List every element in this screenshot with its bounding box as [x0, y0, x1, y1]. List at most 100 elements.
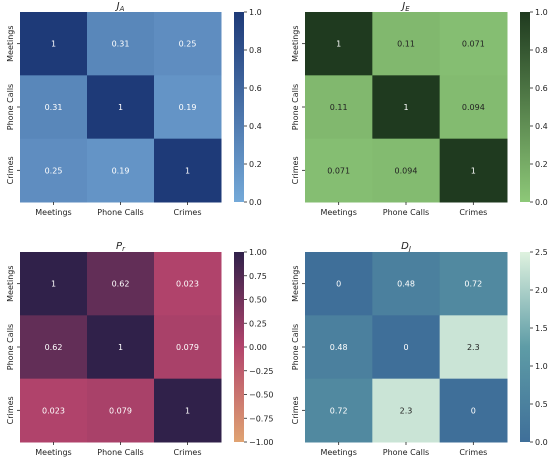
y-tick-label: Phone Calls [291, 324, 300, 370]
cell-value-label: 0.071 [462, 40, 485, 49]
colorbar [234, 12, 244, 202]
heatmap-cell [20, 315, 88, 380]
heatmap-cell [372, 12, 441, 76]
colorbar-tick-label: 0.2 [535, 160, 548, 169]
heatmap-cell [305, 12, 373, 76]
heatmap-cell [305, 252, 373, 316]
heatmap-cell [305, 138, 373, 203]
cell-value-label: 0.023 [42, 406, 65, 415]
cell-value-label: 0.079 [109, 406, 132, 415]
colorbar-tick-label: −1.00 [249, 438, 274, 447]
x-tick-label: Meetings [35, 208, 71, 217]
colorbar [520, 252, 530, 442]
colorbar-tick-label: −0.75 [249, 414, 274, 423]
y-tick-label: Crimes [6, 396, 15, 424]
heatmap-cell [372, 378, 441, 443]
heatmap-cell [154, 252, 222, 316]
colorbar-tick-label: 0.0 [535, 438, 548, 447]
heatmap-cell [20, 12, 88, 76]
cell-value-label: 0.72 [330, 406, 348, 415]
panel-title: Pr [116, 241, 126, 253]
cell-value-label: 0.19 [179, 103, 197, 112]
heatmap-cell [87, 252, 155, 316]
heatmap-cell [87, 75, 155, 140]
heatmap-cell [305, 315, 373, 380]
x-tick-label: Meetings [320, 448, 356, 457]
cell-value-label: 0.25 [45, 166, 63, 175]
colorbar-tick-label: 0.00 [249, 343, 267, 352]
cell-value-label: 0.31 [45, 103, 63, 112]
cell-value-label: 0.19 [112, 166, 130, 175]
cell-value-label: 0.079 [176, 343, 199, 352]
colorbar-tick-label: 0.4 [249, 122, 262, 131]
y-tick-label: Meetings [291, 25, 300, 61]
cell-value-label: 0.62 [45, 343, 63, 352]
colorbar-tick-label: 2.5 [535, 248, 548, 257]
heatmap-cell [87, 138, 155, 203]
heatmap-cell [305, 378, 373, 443]
colorbar-tick-label: 1.0 [535, 8, 548, 17]
colorbar-tick-label: 1.5 [535, 324, 548, 333]
heatmap-cell [154, 75, 222, 140]
heatmap-cell [154, 378, 222, 443]
x-tick-label: Crimes [174, 448, 202, 457]
colorbar-tick-label: 0.6 [535, 84, 548, 93]
x-tick-label: Meetings [35, 448, 71, 457]
y-tick-label: Crimes [291, 396, 300, 424]
heatmap-cell [439, 378, 508, 443]
y-tick-label: Meetings [6, 25, 15, 61]
panel-title: JE [400, 1, 410, 13]
heatmap-panel-3: Pr 1 0.62 0.023 0.62 1 0.079 0.023 0.079 1 Meeting… [6, 241, 274, 457]
x-tick-label: Phone Calls [97, 448, 143, 457]
heatmap-cell [439, 315, 508, 380]
panel-title-subscript: E [405, 5, 410, 13]
cell-value-label: 0.31 [112, 40, 130, 49]
colorbar-tick-label: −0.50 [249, 391, 274, 400]
colorbar-tick-label: 0.0 [535, 198, 548, 207]
heatmap-cell [439, 75, 508, 140]
colorbar [234, 252, 244, 442]
colorbar-tick-label: 1.0 [249, 8, 262, 17]
x-tick-label: Meetings [320, 208, 356, 217]
heatmap-cell [20, 75, 88, 140]
cell-value-label: 1 [118, 103, 123, 112]
colorbar-tick-label: 0.2 [249, 160, 262, 169]
cell-value-label: 0.094 [462, 103, 485, 112]
cell-value-label: 0.11 [397, 40, 415, 49]
x-tick-label: Phone Calls [383, 208, 429, 217]
heatmap-cell [87, 315, 155, 380]
colorbar [520, 12, 530, 202]
heatmap-cell [20, 138, 88, 203]
cell-value-label: 1 [403, 103, 408, 112]
x-tick-label: Phone Calls [383, 448, 429, 457]
colorbar-tick-label: 0.25 [249, 319, 267, 328]
cell-value-label: 0.094 [395, 166, 418, 175]
colorbar-tick-label: 0.5 [535, 400, 548, 409]
x-tick-label: Phone Calls [97, 208, 143, 217]
heatmap-cell [372, 75, 441, 140]
cell-value-label: 1 [185, 406, 190, 415]
heatmap-panel-1: JA 1 0.31 0.25 0.31 1 0.19 0.25 0.19 1 Meetings Pho… [6, 1, 262, 217]
x-tick-label: Crimes [174, 208, 202, 217]
colorbar-tick-label: 1.00 [249, 248, 267, 257]
heatmap-cell [372, 315, 441, 380]
heatmap-cell [439, 252, 508, 316]
panel-title-main: D [401, 241, 409, 252]
heatmap-cell [372, 138, 441, 203]
x-tick-label: Crimes [459, 448, 487, 457]
panel-title-main: P [116, 241, 123, 252]
cell-value-label: 2.3 [467, 343, 480, 352]
cell-value-label: 1 [51, 280, 56, 289]
heatmap-cell [154, 12, 222, 76]
heatmap-cell [87, 12, 155, 76]
y-tick-label: Phone Calls [291, 84, 300, 130]
heatmap-panel-2: JE 1 0.11 0.071 0.11 1 0.094 0.071 0.094 1 Meeting… [291, 1, 548, 217]
colorbar-tick-label: 0.0 [249, 198, 262, 207]
cell-value-label: 0.071 [327, 166, 350, 175]
heatmap-panel-4: DJ 0 0.48 0.72 0.48 0 2.3 0.72 2.3 0 Meetings Phone… [291, 241, 548, 457]
cell-value-label: 2.3 [400, 406, 413, 415]
cell-value-label: 0 [336, 280, 341, 289]
heatmap-cell [154, 315, 222, 380]
panel-title-subscript: J [407, 245, 411, 253]
